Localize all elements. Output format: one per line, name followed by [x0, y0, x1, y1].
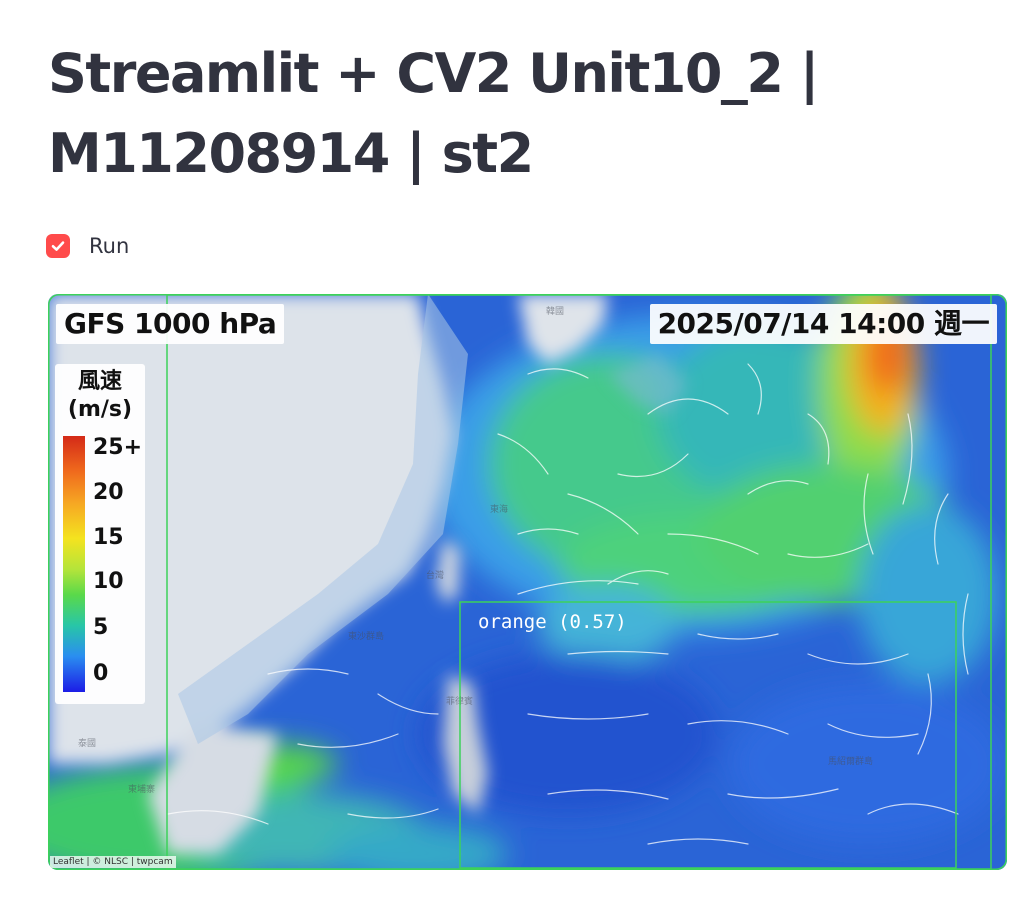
- legend-tick: 10: [93, 569, 124, 594]
- run-checkbox[interactable]: Run: [46, 234, 129, 258]
- legend-tick: 25+: [93, 435, 143, 460]
- video-frame: 韓國 東海 台灣 菲律賓 泰國 東埔寨 東沙群島 馬紹爾群島 GFS 1000 hPa 2…: [48, 294, 1007, 870]
- legend-tick: 5: [93, 615, 109, 640]
- svg-text:東沙群島: 東沙群島: [348, 630, 384, 642]
- svg-text:東埔寨: 東埔寨: [128, 783, 155, 795]
- checkbox-checked-icon[interactable]: [46, 234, 70, 258]
- wind-speed-legend: 風速 (m/s) 25+ 20 15 10 5 0: [55, 364, 145, 704]
- model-label: GFS 1000 hPa: [56, 304, 285, 344]
- run-checkbox-label: Run: [89, 234, 130, 258]
- timestamp-label: 2025/07/14 14:00 週一: [649, 304, 997, 344]
- legend-tick: 20: [93, 480, 124, 505]
- legend-tick: 0: [93, 661, 109, 686]
- legend-tick: 15: [93, 525, 124, 550]
- page-title: Streamlit + CV2 Unit10_2 | M11208914 | s…: [48, 42, 820, 185]
- svg-text:馬紹爾群島: 馬紹爾群島: [828, 755, 873, 767]
- map-attribution: Leaflet | © NLSC | twpcam: [50, 856, 176, 868]
- detection-label: orange (0.57): [478, 611, 627, 633]
- svg-text:台灣: 台灣: [426, 569, 444, 581]
- svg-text:東海: 東海: [490, 503, 508, 515]
- legend-title: 風速 (m/s): [67, 369, 133, 422]
- legend-color-bar: [63, 436, 85, 692]
- svg-text:泰國: 泰國: [78, 737, 96, 749]
- svg-text:韓國: 韓國: [546, 306, 564, 317]
